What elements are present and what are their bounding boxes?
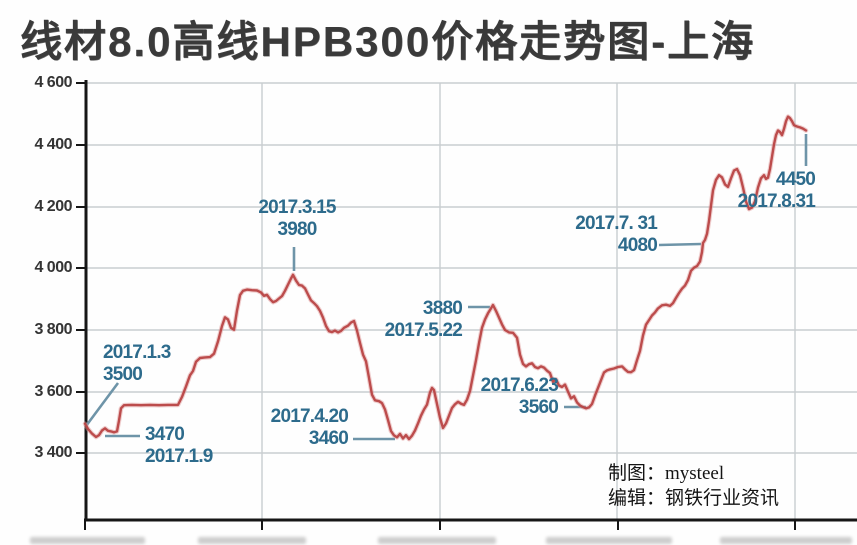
annotation-date: 2017.6.23 [480,375,559,396]
y-axis-label: 3 400 [34,444,72,461]
annotation-a4: 2017.4.20 3460 [263,406,349,450]
annotation-price: 3500 [103,364,143,386]
credits: 制图：mysteel 编辑：钢铁行业资讯 [608,461,779,512]
annotation-date: 2017.7. 31 [575,213,658,234]
y-axis-label: 4 000 [34,259,72,276]
chart-title: 线材8.0高线HPB300价格走势图-上海 [20,18,756,65]
annotation-a3: 2017.3.15 3980 [248,197,346,241]
x-axis-label-blurred [378,537,496,544]
annotation-a8: 4450 2017.8.31 [675,169,816,213]
annotation-price: 3560 [518,397,559,419]
annotation-date: 2017.5.22 [384,320,463,342]
x-axis-label-blurred [30,537,145,544]
annotation-a2: 3470 2017.1.9 [145,424,255,468]
y-axis-label: 3 800 [34,321,72,338]
annotation-date: 2017.4.20 [270,406,349,427]
annotation-pointer-a7 [658,242,702,247]
annotation-price: 3880 [422,298,463,319]
credit-editor: 编辑：钢铁行业资讯 [608,488,780,510]
price-line-halo [82,114,809,442]
annotation-a7: 2017.7. 31 4080 [560,213,658,257]
annotation-date: 2017.1.3 [103,342,171,363]
annotation-a6: 2017.6.23 3560 [466,375,559,419]
x-axis-label-blurred [546,537,672,544]
annotation-price: 3460 [308,428,349,450]
y-axis-label: 3 600 [34,383,72,400]
credit-maker: 制图：mysteel [608,463,725,484]
x-axis-label-blurred [720,537,852,544]
annotation-price: 3470 [145,424,185,445]
annotation-a5: 3880 2017.5.22 [368,298,463,342]
annotation-price: 4080 [617,235,658,257]
price-line [83,115,808,441]
annotation-date: 2017.1.9 [145,446,213,468]
annotation-price: 3980 [277,219,317,241]
y-axis-label: 4 600 [34,74,72,91]
y-axis-label: 4 400 [34,136,72,153]
annotation-price: 4450 [775,169,816,190]
y-axis-label: 4 200 [34,198,72,215]
annotation-pointer-a1 [84,382,120,427]
annotation-a1: 2017.1.3 3500 [103,342,203,386]
annotation-date: 2017.3.15 [258,197,336,218]
x-axis-label-blurred [198,537,306,544]
annotation-date: 2017.8.31 [737,191,816,213]
